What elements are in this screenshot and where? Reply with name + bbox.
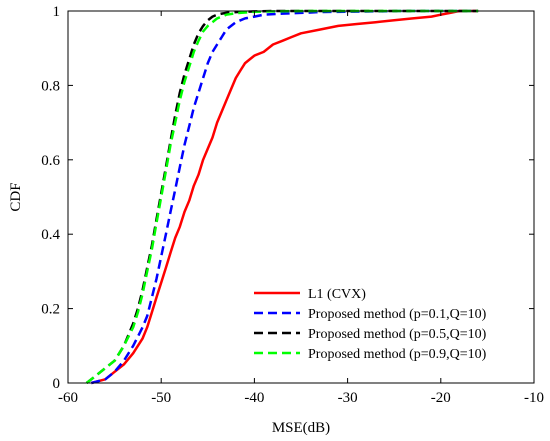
y-tick-label: 0.8 bbox=[41, 78, 60, 94]
legend-label-1: L1 (CVX) bbox=[308, 287, 366, 302]
series-line-1 bbox=[90, 9, 479, 385]
axis-ticks: -60 -50 -40 -30 -20 -10 0 0.2 0.4 0.6 0.8 1 bbox=[41, 4, 544, 406]
y-tick-label: 0.2 bbox=[41, 302, 60, 318]
y-tick-label: 1 bbox=[53, 4, 61, 20]
plot-lines bbox=[85, 9, 479, 385]
legend-label-3: Proposed method (p=0.5,Q=10) bbox=[308, 327, 487, 342]
x-tick-label: -10 bbox=[524, 390, 544, 406]
x-tick-label: -20 bbox=[431, 390, 451, 406]
legend-label-4: Proposed method (p=0.9,Q=10) bbox=[308, 347, 487, 362]
x-tick-label: -50 bbox=[151, 390, 171, 406]
y-tick-label: 0 bbox=[53, 376, 61, 392]
legend-label-2: Proposed method (p=0.1,Q=10) bbox=[308, 307, 487, 322]
y-tick-label: 0.6 bbox=[41, 153, 60, 169]
legend: L1 (CVX) Proposed method (p=0.1,Q=10) Prop… bbox=[254, 287, 487, 362]
x-tick-label: -30 bbox=[338, 390, 358, 406]
x-tick-label: -40 bbox=[244, 390, 264, 406]
x-tick-label: -60 bbox=[58, 390, 78, 406]
plot-frame bbox=[67, 10, 535, 384]
y-axis-label: CDF bbox=[8, 182, 24, 211]
x-axis-label: MSE(dB) bbox=[272, 420, 330, 436]
series-line-2 bbox=[90, 9, 479, 385]
series-line-4 bbox=[85, 9, 479, 384]
y-tick-label: 0.4 bbox=[41, 227, 60, 243]
